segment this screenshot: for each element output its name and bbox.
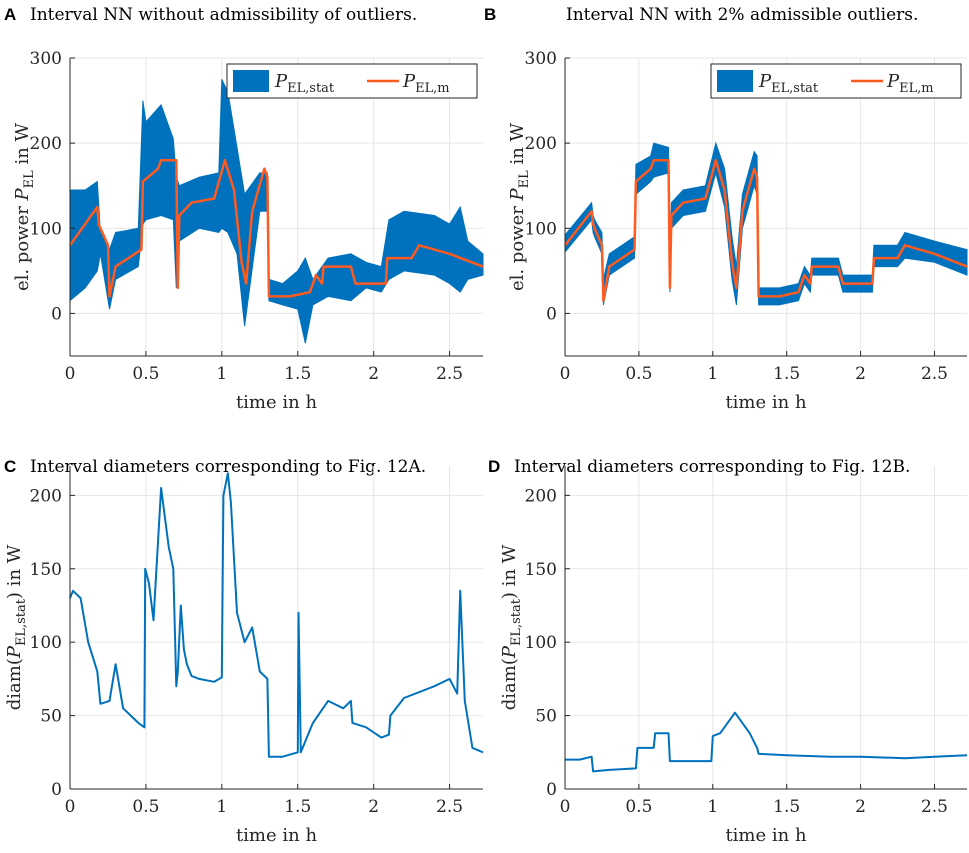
x-tick-label-d-1: 0.5: [625, 797, 652, 817]
x-tick-label-d-0: 0: [560, 797, 571, 817]
diam-line-d: [565, 711, 968, 773]
x-tick-label-d-4: 2: [855, 797, 866, 817]
x-tick-label-a-2: 1: [216, 364, 227, 384]
panel-d: D Interval diameters corresponding to Fi…: [484, 424, 969, 848]
measured-line-b: [564, 158, 968, 302]
x-tick-label-b-4: 2: [855, 364, 866, 384]
legend-label-measured-a: PEL,m: [402, 71, 450, 96]
x-tick-label-a-1: 0.5: [132, 364, 159, 384]
interval-band-a: [69, 79, 484, 344]
legend-b: PEL,stat PEL,m: [710, 63, 962, 99]
diam-line-c: [69, 472, 484, 758]
panel-label-d: D: [488, 457, 500, 476]
x-axis-label-a: time in h: [236, 392, 318, 413]
y-tick-label-c-4: 200: [30, 486, 62, 506]
y-tick-label-d-1: 50: [535, 707, 557, 727]
x-axis-label-d: time in h: [725, 825, 807, 846]
panel-b: B Interval NN with 2% admissible outlier…: [484, 0, 969, 424]
y-tick-label-d-4: 200: [525, 486, 557, 506]
chart-b: B Interval NN with 2% admissible outlier…: [484, 5, 968, 413]
x-tick-label-c-1: 0.5: [132, 797, 159, 817]
x-tick-label-c-4: 2: [368, 797, 379, 817]
y-tick-label-a-2: 200: [30, 134, 62, 154]
x-tick-label-c-3: 1.5: [284, 797, 311, 817]
legend-label-interval-b: PEL,stat: [758, 71, 819, 96]
x-tick-label-c-2: 1: [216, 797, 227, 817]
chart-a: A Interval NN without admissibility of o…: [4, 5, 484, 413]
legend-label-measured-b: PEL,m: [886, 71, 934, 96]
y-tick-label-c-0: 0: [51, 780, 62, 800]
plot-area-b: 0 0.5 1 1.5 2 2.5 0 100 200 300 time in h el. power…: [507, 49, 968, 413]
panel-label-c: C: [4, 457, 16, 476]
x-tick-label-c-5: 2.5: [436, 797, 463, 817]
x-tick-label-a-3: 1.5: [284, 364, 311, 384]
x-axis-label-c: time in h: [236, 825, 318, 846]
panel-title-a: Interval NN without admissibility of out…: [30, 5, 417, 25]
legend-label-interval-a: PEL,stat: [274, 71, 335, 96]
x-tick-label-b-3: 1.5: [773, 364, 800, 384]
x-tick-label-c-0: 0: [65, 797, 76, 817]
legend-a: PEL,stat PEL,m: [226, 63, 478, 99]
chart-d: D Interval diameters corresponding to Fi…: [488, 457, 968, 846]
x-tick-label-b-1: 0.5: [625, 364, 652, 384]
y-tick-label-b-1: 100: [525, 219, 557, 239]
x-tick-label-a-5: 2.5: [436, 364, 463, 384]
y-axis-label-d: diam(PEL,stat) in W: [499, 544, 524, 710]
y-tick-label-b-2: 200: [525, 134, 557, 154]
plot-area-d: 0 0.5 1 1.5 2 2.5 0 50 100 150 200 time in h diam(PE…: [499, 466, 968, 846]
y-tick-label-c-3: 150: [30, 560, 62, 580]
y-axis-label-a: el. power PEL in W: [12, 122, 37, 291]
x-tick-label-a-0: 0: [65, 364, 76, 384]
interval-band-b: [564, 141, 968, 306]
panel-a: A Interval NN without admissibility of o…: [0, 0, 485, 424]
x-tick-label-d-5: 2.5: [921, 797, 948, 817]
measured-line-a: [68, 158, 484, 298]
x-tick-label-b-5: 2.5: [921, 364, 948, 384]
plot-area-c: 0 0.5 1 1.5 2 2.5 0 50 100 150 200 time in h diam(PE…: [4, 466, 484, 846]
y-tick-label-b-0: 0: [546, 304, 557, 324]
y-axis-label-c: diam(PEL,stat) in W: [4, 544, 29, 710]
x-tick-label-b-2: 1: [707, 364, 718, 384]
y-tick-label-a-3: 300: [30, 49, 62, 69]
x-tick-label-d-3: 1.5: [773, 797, 800, 817]
x-tick-label-d-2: 1: [707, 797, 718, 817]
y-tick-label-c-1: 50: [40, 707, 62, 727]
legend-swatch-interval-b: [717, 70, 753, 92]
panel-title-c: Interval diameters corresponding to Fig.…: [30, 457, 426, 477]
y-tick-label-a-1: 100: [30, 219, 62, 239]
panel-label-a: A: [4, 5, 16, 24]
y-tick-label-d-3: 150: [525, 560, 557, 580]
legend-swatch-interval-a: [233, 70, 269, 92]
y-tick-label-b-3: 300: [525, 49, 557, 69]
x-axis-label-b: time in h: [725, 392, 807, 413]
panel-title-d: Interval diameters corresponding to Fig.…: [514, 457, 910, 477]
y-tick-label-d-0: 0: [546, 780, 557, 800]
y-tick-label-a-0: 0: [51, 304, 62, 324]
chart-c: C Interval diameters corresponding to Fi…: [4, 457, 484, 846]
x-tick-label-a-4: 2: [368, 364, 379, 384]
panel-label-b: B: [484, 5, 496, 24]
y-tick-label-d-2: 100: [525, 633, 557, 653]
y-axis-label-b: el. power PEL in W: [507, 122, 532, 291]
plot-area-a: 0 0.5 1 1.5 2 2.5 0 100 200 300 time in h el. power…: [12, 49, 484, 413]
y-tick-label-c-2: 100: [30, 633, 62, 653]
panel-c: C Interval diameters corresponding to Fi…: [0, 424, 485, 848]
panel-title-b: Interval NN with 2% admissible outliers.: [566, 5, 918, 25]
x-tick-label-b-0: 0: [560, 364, 571, 384]
